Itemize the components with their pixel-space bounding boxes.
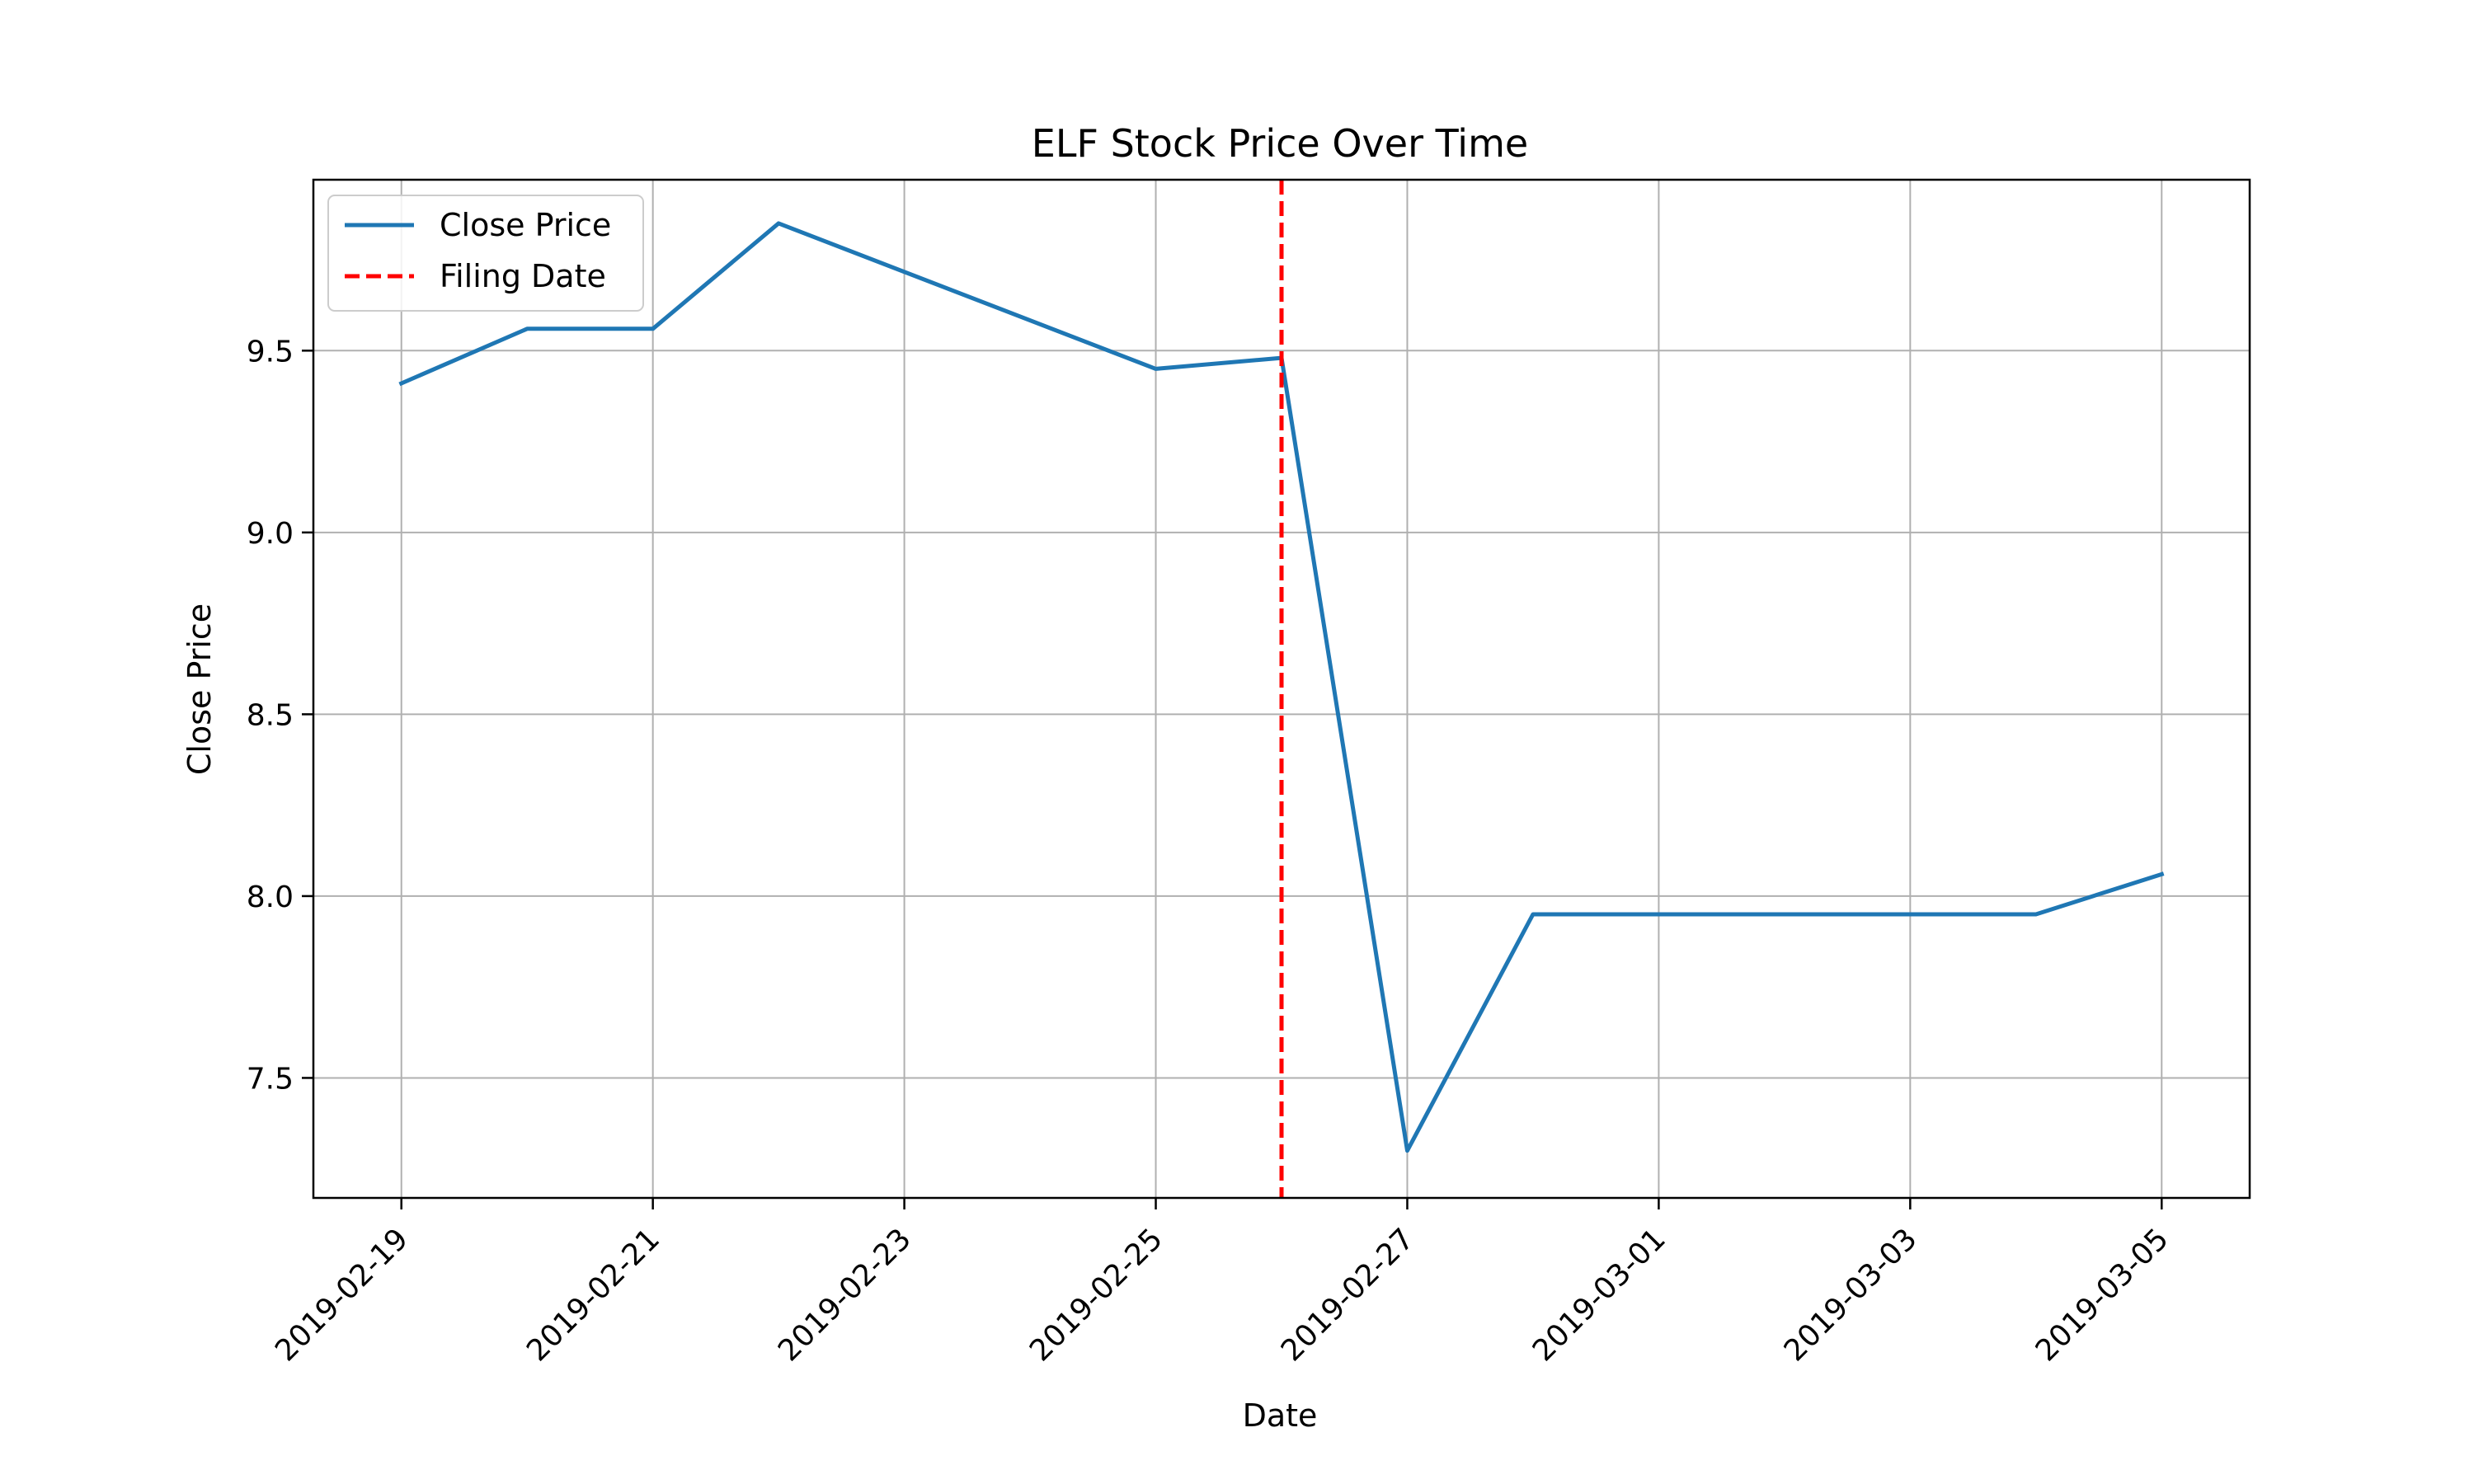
y-tick-label: 9.5 [247, 335, 294, 369]
plot-area [398, 180, 2165, 1198]
y-tick-label: 9.0 [247, 517, 294, 551]
x-axis-label: Date [1243, 1397, 1318, 1434]
y-tick-label: 8.5 [247, 698, 294, 732]
legend-label-filing-date: Filing Date [440, 258, 606, 294]
chart-title: ELF Stock Price Over Time [1032, 121, 1528, 166]
legend: Close Price Filing Date [327, 195, 644, 312]
y-tick-label: 8.0 [247, 881, 294, 914]
legend-label-close-price: Close Price [440, 207, 611, 243]
plot-frame [312, 178, 2251, 1200]
y-axis: 7.5 8.0 8.5 9.0 9.5 [247, 335, 313, 1096]
y-tick-label: 7.5 [247, 1062, 294, 1096]
y-axis-label: Close Price [181, 603, 218, 775]
